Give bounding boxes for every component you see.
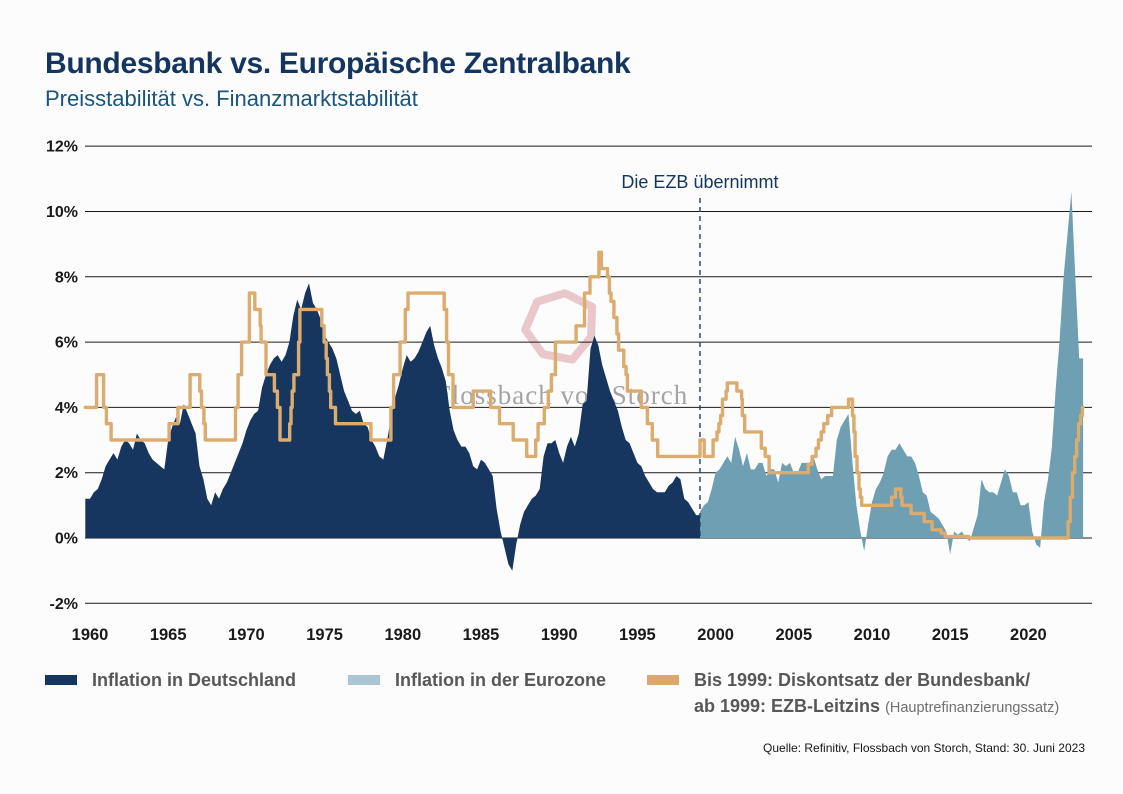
series-area-inflation-germany	[85, 283, 701, 571]
x-axis-label-1975: 1975	[306, 626, 343, 644]
y-axis-label-10pct: 10%	[46, 204, 78, 221]
legend-label-policy-rate: Bis 1999: Diskontsatz der Bundesbank/ ab…	[694, 667, 1059, 721]
legend-swatch-policy-rate	[647, 675, 679, 685]
legend-label-germany: Inflation in Deutschland	[92, 670, 297, 690]
x-axis-label-2015: 2015	[932, 626, 969, 644]
legend-item-policy-rate: Bis 1999: Diskontsatz der Bundesbank/ ab…	[647, 667, 1059, 721]
legend-label-policy-rate-line2: ab 1999: EZB-Leitzins	[694, 696, 881, 716]
x-axis-label-1990: 1990	[541, 626, 578, 644]
y-axis-label-2pct: 2%	[55, 465, 78, 482]
x-axis-label-2005: 2005	[775, 626, 812, 644]
x-axis-label-1970: 1970	[228, 626, 265, 644]
legend-item-inflation-eurozone: Inflation in der Eurozone	[348, 667, 606, 693]
watermark-text: Flossbach von Storch	[436, 380, 689, 410]
x-axis-label-1995: 1995	[619, 626, 656, 644]
x-axis-label-2020: 2020	[1010, 626, 1047, 644]
legend-swatch-eurozone	[348, 675, 380, 685]
x-axis-label-1980: 1980	[384, 626, 421, 644]
watermark-ring-icon	[521, 289, 597, 364]
legend-label-policy-rate-line1: Bis 1999: Diskontsatz der Bundesbank/	[694, 670, 1031, 690]
page-subtitle: Preisstabilität vs. Finanzmarktstabilitä…	[45, 86, 418, 111]
legend-label-eurozone: Inflation in der Eurozone	[395, 670, 606, 690]
x-axis-label-1960: 1960	[72, 626, 109, 644]
legend-label-policy-rate-suffix: (Hauptrefinanzierungssatz)	[885, 700, 1060, 716]
y-axis-label-8pct: 8%	[55, 269, 78, 286]
y-axis-label-6pct: 6%	[55, 335, 78, 352]
legend-swatch-germany	[45, 675, 77, 685]
page-title: Bundesbank vs. Europäische Zentralbank	[45, 47, 631, 80]
x-axis-label-2000: 2000	[697, 626, 734, 644]
series-area-inflation-eurozone	[700, 191, 1084, 555]
legend-item-inflation-deutschland: Inflation in Deutschland	[45, 667, 296, 693]
y-axis-label--2pct: -2%	[50, 596, 78, 613]
y-axis-label-12pct: 12%	[46, 139, 78, 156]
series-line-policy-rate	[83, 250, 1085, 540]
x-axis-label-2010: 2010	[854, 626, 891, 644]
annotation-ezb-uebernimmt: Die EZB übernimmt	[621, 172, 778, 192]
y-axis-label-0pct: 0%	[55, 531, 78, 548]
y-axis-label-4pct: 4%	[55, 400, 78, 417]
x-axis-label-1965: 1965	[150, 626, 187, 644]
source-note: Quelle: Refinitiv, Flossbach von Storch,…	[763, 741, 1085, 755]
x-axis-label-1985: 1985	[463, 626, 500, 644]
